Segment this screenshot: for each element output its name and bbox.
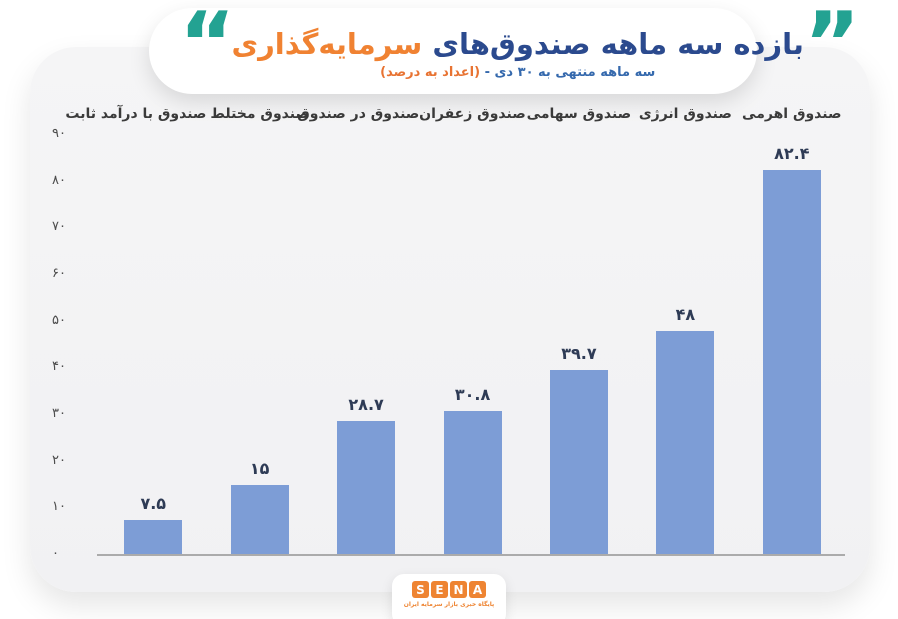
bar-column: صندوق سهامی ۳۹.۷ <box>526 100 632 555</box>
page-title: بازده سه ماهه صندوق‌های سرمایه‌گذاری <box>232 28 804 61</box>
bar <box>230 485 289 555</box>
category-label: صندوق اهرمی <box>742 106 842 122</box>
y-tick-label: ۰ <box>52 546 59 561</box>
bar-value-label: ۱۵ <box>249 459 270 478</box>
bar <box>656 331 715 555</box>
y-tick-label: ۸۰ <box>52 172 66 188</box>
category-label: صندوق زعفران <box>419 106 526 122</box>
y-tick-label: ۳۰ <box>52 406 66 421</box>
bar-value-label: ۲۸.۷ <box>348 395 384 415</box>
logo-letter-tile: N <box>450 581 467 598</box>
bar <box>443 411 502 555</box>
subtitle-main-text: سه ماهه منتهی به ۳۰ دی - <box>484 64 656 80</box>
category-label: صندوق سهامی <box>526 106 632 122</box>
bar-column: صندوق انرژی ۴۸ <box>632 100 738 555</box>
bar-value-label: ۳۹.۷ <box>561 343 597 363</box>
y-tick-label: ۷۰ <box>52 219 66 235</box>
y-tick-label: ۵۰ <box>52 312 66 328</box>
category-label: صندوق مختلط <box>210 106 309 122</box>
plot-area: صندوق اهرمی ۸۲.۴ صندوق انرژی ۴۸ صندوق سهامی ۳… <box>65 100 845 555</box>
bar-column: صندوق با درآمد ثابت ۷.۵ <box>65 100 207 555</box>
subtitle-accent-text: (اعداد به درصد) <box>380 64 481 80</box>
y-tick-label: ۹۰ <box>52 126 66 141</box>
category-label: صندوق انرژی <box>638 106 732 122</box>
category-label: صندوق در صندوق <box>297 106 420 122</box>
y-tick-label: ۶۰ <box>52 266 66 281</box>
bar-column: صندوق در صندوق ۲۸.۷ <box>297 100 420 555</box>
logo-letter-tile: E <box>431 581 448 598</box>
header-pill: “ بازده سه ماهه صندوق‌های سرمایه‌گذاری س… <box>149 0 860 94</box>
bar-value-label: ۴۸ <box>675 305 696 324</box>
bar-column: صندوق اهرمی ۸۲.۴ <box>739 100 845 555</box>
y-tick-label: ۲۰ <box>52 452 66 468</box>
bar <box>762 170 821 555</box>
bar-value-label: ۸۲.۴ <box>774 144 810 164</box>
y-tick-label: ۱۰ <box>52 499 66 515</box>
logo-letter-tile: A <box>469 581 486 598</box>
bar <box>549 369 608 555</box>
bar <box>124 520 183 555</box>
bar-column: صندوق زعفران ۳۰.۸ <box>419 100 526 555</box>
closing-quote-icon: ” <box>803 0 860 94</box>
bar-column: صندوق مختلط ۱۵ <box>206 100 312 555</box>
opening-quote-icon: “ <box>179 0 235 94</box>
title-accent-text: سرمایه‌گذاری <box>231 27 423 62</box>
bar-value-label: ۷.۵ <box>140 494 167 513</box>
bar-value-label: ۳۰.۸ <box>454 385 491 405</box>
category-label: صندوق با درآمد ثابت <box>65 106 207 122</box>
title-main-text: بازده سه ماهه صندوق‌های <box>432 27 804 62</box>
logo-letter-tile: S <box>412 581 429 598</box>
y-tick-label: ۴۰ <box>52 359 66 375</box>
page-subtitle: سه ماهه منتهی به ۳۰ دی - (اعداد به درصد) <box>232 65 804 80</box>
bar <box>337 421 396 555</box>
x-axis-line <box>97 554 845 556</box>
logo-tagline: پایگاه خبری بازار سرمایه ایران <box>403 601 495 608</box>
title-block: بازده سه ماهه صندوق‌های سرمایه‌گذاری سه … <box>232 22 804 80</box>
